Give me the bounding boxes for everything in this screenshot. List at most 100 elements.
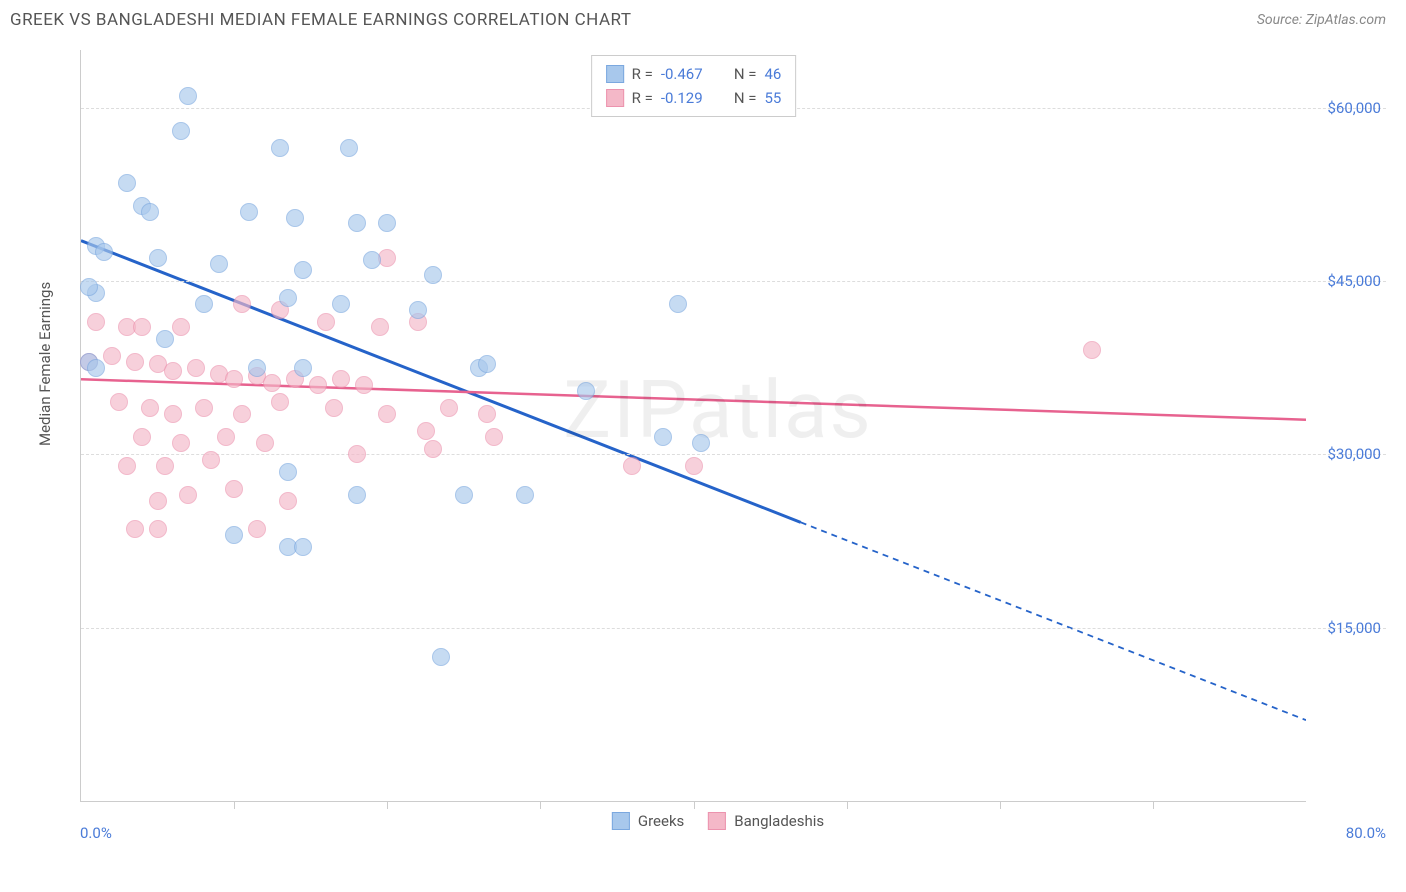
scatter-point-bangladeshis	[378, 405, 396, 423]
legend-n-label: N =	[734, 86, 757, 110]
scatter-point-bangladeshis	[623, 457, 641, 475]
legend-row-greeks: R =-0.467N =46	[606, 62, 782, 86]
scatter-point-bangladeshis	[317, 313, 335, 331]
scatter-point-greeks	[210, 255, 228, 273]
scatter-point-greeks	[669, 295, 687, 313]
scatter-point-greeks	[118, 174, 136, 192]
scatter-point-greeks	[577, 382, 595, 400]
scatter-point-bangladeshis	[126, 520, 144, 538]
legend-item-bangladeshis: Bangladeshis	[708, 812, 824, 830]
scatter-point-bangladeshis	[103, 347, 121, 365]
x-tick	[847, 801, 848, 809]
scatter-point-greeks	[424, 266, 442, 284]
legend-item-greeks: Greeks	[612, 812, 684, 830]
watermark: ZIPatlas	[563, 363, 873, 457]
x-axis-max-label: 80.0%	[1346, 824, 1386, 842]
scatter-point-greeks	[478, 355, 496, 373]
scatter-point-bangladeshis	[156, 457, 174, 475]
scatter-point-bangladeshis	[248, 520, 266, 538]
scatter-point-bangladeshis	[202, 451, 220, 469]
gridline	[81, 454, 1386, 455]
scatter-point-bangladeshis	[440, 399, 458, 417]
legend-r-label: R =	[632, 86, 653, 110]
scatter-point-greeks	[692, 434, 710, 452]
scatter-point-bangladeshis	[233, 405, 251, 423]
scatter-point-greeks	[294, 538, 312, 556]
scatter-point-greeks	[172, 122, 190, 140]
x-tick	[234, 801, 235, 809]
scatter-point-bangladeshis	[271, 393, 289, 411]
scatter-point-greeks	[455, 486, 473, 504]
legend-n-value: 55	[764, 86, 781, 110]
scatter-point-bangladeshis	[309, 376, 327, 394]
trend-line-greeks	[81, 241, 801, 523]
scatter-point-greeks	[141, 203, 159, 221]
scatter-point-greeks	[294, 261, 312, 279]
legend-series-name: Greeks	[638, 812, 684, 830]
legend-series-name: Bangladeshis	[734, 812, 824, 830]
y-tick-label: $60,000	[1327, 99, 1381, 117]
gridline	[81, 628, 1386, 629]
y-tick-label: $15,000	[1327, 619, 1381, 637]
scatter-point-bangladeshis	[424, 440, 442, 458]
scatter-point-bangladeshis	[325, 399, 343, 417]
legend-r-label: R =	[632, 62, 653, 86]
scatter-point-greeks	[654, 428, 672, 446]
scatter-point-bangladeshis	[195, 399, 213, 417]
scatter-point-bangladeshis	[478, 405, 496, 423]
scatter-point-greeks	[271, 139, 289, 157]
chart-container: Median Female Earnings R =-0.467N =46R =…	[50, 50, 1386, 842]
y-tick-label: $45,000	[1327, 272, 1381, 290]
legend-row-bangladeshis: R = -0.129 N = 55	[606, 86, 782, 110]
scatter-point-greeks	[332, 295, 350, 313]
scatter-point-bangladeshis	[233, 295, 251, 313]
legend-r-value: -0.129	[661, 86, 716, 110]
scatter-point-greeks	[279, 289, 297, 307]
scatter-point-bangladeshis	[133, 428, 151, 446]
x-axis-min-label: 0.0%	[80, 824, 112, 842]
scatter-point-greeks	[279, 463, 297, 481]
scatter-point-bangladeshis	[332, 370, 350, 388]
correlation-legend: R =-0.467N =46R =-0.129N =55	[591, 55, 797, 117]
scatter-point-bangladeshis	[149, 520, 167, 538]
legend-swatch-icon	[612, 812, 630, 830]
scatter-point-greeks	[516, 486, 534, 504]
source-label: Source: ZipAtlas.com	[1257, 12, 1386, 28]
scatter-point-greeks	[80, 278, 98, 296]
scatter-point-bangladeshis	[371, 318, 389, 336]
scatter-point-bangladeshis	[1083, 341, 1101, 359]
series-legend: Greeks Bangladeshis	[612, 812, 824, 830]
scatter-point-greeks	[348, 486, 366, 504]
legend-swatch-icon	[606, 89, 624, 107]
scatter-point-greeks	[225, 526, 243, 544]
scatter-point-bangladeshis	[172, 434, 190, 452]
scatter-point-bangladeshis	[187, 359, 205, 377]
x-tick	[694, 801, 695, 809]
scatter-point-bangladeshis	[133, 318, 151, 336]
legend-r-value: -0.467	[661, 62, 716, 86]
scatter-point-greeks	[195, 295, 213, 313]
scatter-point-bangladeshis	[110, 393, 128, 411]
scatter-point-greeks	[340, 139, 358, 157]
x-tick	[540, 801, 541, 809]
legend-swatch-icon	[606, 65, 624, 83]
scatter-point-greeks	[294, 359, 312, 377]
scatter-point-greeks	[378, 214, 396, 232]
scatter-point-bangladeshis	[225, 370, 243, 388]
trend-line-dashed-greeks	[801, 522, 1306, 720]
trend-lines-svg	[81, 50, 1306, 801]
scatter-point-greeks	[248, 359, 266, 377]
scatter-point-greeks	[363, 251, 381, 269]
scatter-point-bangladeshis	[225, 480, 243, 498]
x-tick	[1153, 801, 1154, 809]
scatter-point-bangladeshis	[126, 353, 144, 371]
gridline	[81, 281, 1386, 282]
scatter-point-bangladeshis	[263, 374, 281, 392]
x-tick	[1000, 801, 1001, 809]
scatter-point-greeks	[179, 87, 197, 105]
scatter-point-bangladeshis	[378, 249, 396, 267]
scatter-point-greeks	[286, 209, 304, 227]
legend-n-label: N =	[734, 62, 757, 86]
scatter-point-bangladeshis	[485, 428, 503, 446]
scatter-point-greeks	[149, 249, 167, 267]
